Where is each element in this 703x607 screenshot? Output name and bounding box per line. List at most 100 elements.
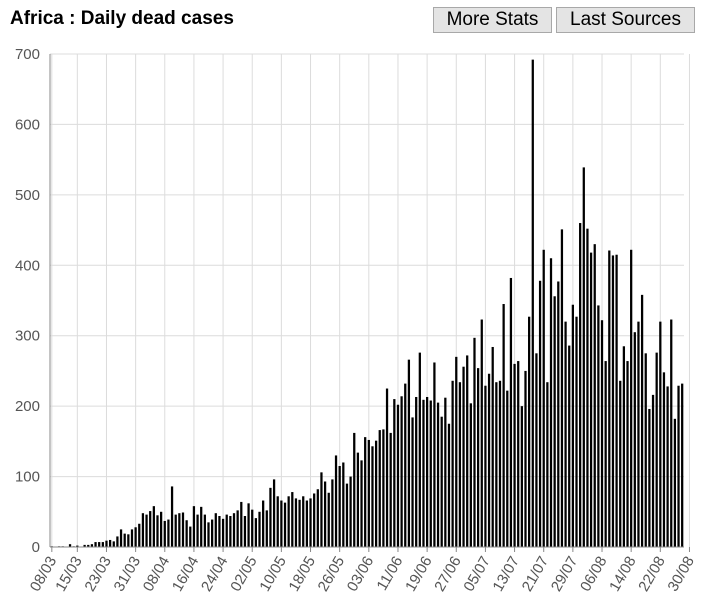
more-stats-button[interactable]: More Stats	[433, 7, 552, 33]
bar	[604, 361, 607, 547]
bar	[651, 394, 655, 547]
last-sources-button[interactable]: Last Sources	[556, 7, 695, 33]
bar	[407, 359, 411, 547]
bar	[371, 446, 374, 547]
bar	[538, 280, 542, 547]
bar	[167, 519, 170, 547]
bar	[611, 255, 615, 547]
bar	[94, 542, 97, 547]
bar	[218, 516, 221, 547]
bar	[87, 544, 90, 547]
bar	[316, 489, 319, 547]
bar	[342, 462, 345, 547]
bar	[189, 526, 192, 547]
bar	[480, 319, 483, 547]
bar	[422, 399, 425, 547]
bar	[247, 503, 250, 547]
bar	[447, 423, 451, 547]
bar	[323, 481, 327, 547]
bar	[575, 316, 578, 547]
bar	[138, 523, 141, 547]
bar	[546, 382, 549, 547]
bar	[622, 346, 626, 547]
bar	[648, 408, 651, 547]
bar	[229, 516, 232, 547]
bar	[542, 249, 545, 547]
bar	[83, 544, 86, 547]
bar	[589, 252, 593, 547]
bar	[338, 466, 341, 547]
bar	[436, 402, 440, 547]
bar	[174, 514, 177, 547]
bar	[626, 361, 629, 547]
bar	[633, 332, 636, 547]
x-tick-label: 26/05	[315, 554, 348, 595]
bar	[232, 513, 236, 547]
bar	[506, 390, 509, 547]
x-tick-label: 05/07	[460, 554, 493, 595]
bar	[258, 511, 261, 547]
chart-axes	[49, 54, 690, 552]
bar	[498, 380, 502, 547]
y-tick-label: 200	[15, 398, 40, 415]
bar	[579, 223, 582, 547]
bar	[495, 382, 498, 547]
bar	[156, 515, 159, 547]
bar	[141, 513, 145, 547]
bar	[214, 513, 217, 547]
bar	[677, 385, 680, 547]
bar	[411, 417, 414, 547]
bar	[265, 510, 268, 547]
bar	[396, 404, 400, 547]
x-tick-label: 10/05	[256, 554, 289, 595]
bar	[98, 542, 101, 547]
bar	[225, 514, 228, 547]
bar	[433, 362, 436, 547]
x-tick-label: 08/04	[140, 554, 173, 595]
bar	[415, 396, 418, 547]
x-tick-label: 11/06	[373, 554, 406, 594]
bar	[462, 366, 465, 547]
chart-title: Africa : Daily dead cases	[10, 8, 234, 29]
chart-grid	[50, 53, 690, 547]
bar	[123, 533, 126, 547]
bar	[272, 479, 276, 547]
bar	[458, 382, 462, 547]
bar	[374, 440, 378, 547]
bar	[670, 319, 673, 547]
bar	[353, 432, 356, 547]
bar	[68, 544, 72, 547]
bar	[662, 372, 666, 547]
bar	[236, 510, 239, 547]
bar	[404, 383, 407, 547]
bar	[90, 544, 94, 547]
bar	[524, 370, 527, 547]
x-tick-label: 24/04	[198, 554, 231, 595]
x-tick-label: 02/05	[227, 554, 260, 595]
bar	[564, 321, 567, 547]
bar	[345, 483, 349, 547]
y-tick-label: 300	[15, 328, 40, 345]
bar	[360, 460, 363, 547]
bar	[269, 487, 272, 547]
bar	[378, 430, 381, 547]
bar	[615, 254, 618, 547]
y-tick-label: 0	[32, 539, 40, 556]
bar	[466, 355, 469, 547]
x-tick-label: 18/05	[285, 554, 318, 595]
bar	[513, 363, 516, 547]
bar	[528, 316, 531, 547]
x-tick-label: 16/04	[169, 554, 202, 595]
bar	[619, 380, 622, 547]
bar	[502, 304, 505, 547]
bar	[127, 534, 130, 547]
bar	[491, 346, 494, 547]
y-tick-label: 600	[15, 116, 40, 133]
bar	[196, 514, 199, 547]
x-tick-label: 15/03	[52, 554, 85, 595]
bar	[364, 437, 367, 547]
bar	[327, 492, 330, 547]
bar	[673, 418, 677, 547]
bar	[192, 506, 196, 547]
bar	[451, 380, 454, 547]
